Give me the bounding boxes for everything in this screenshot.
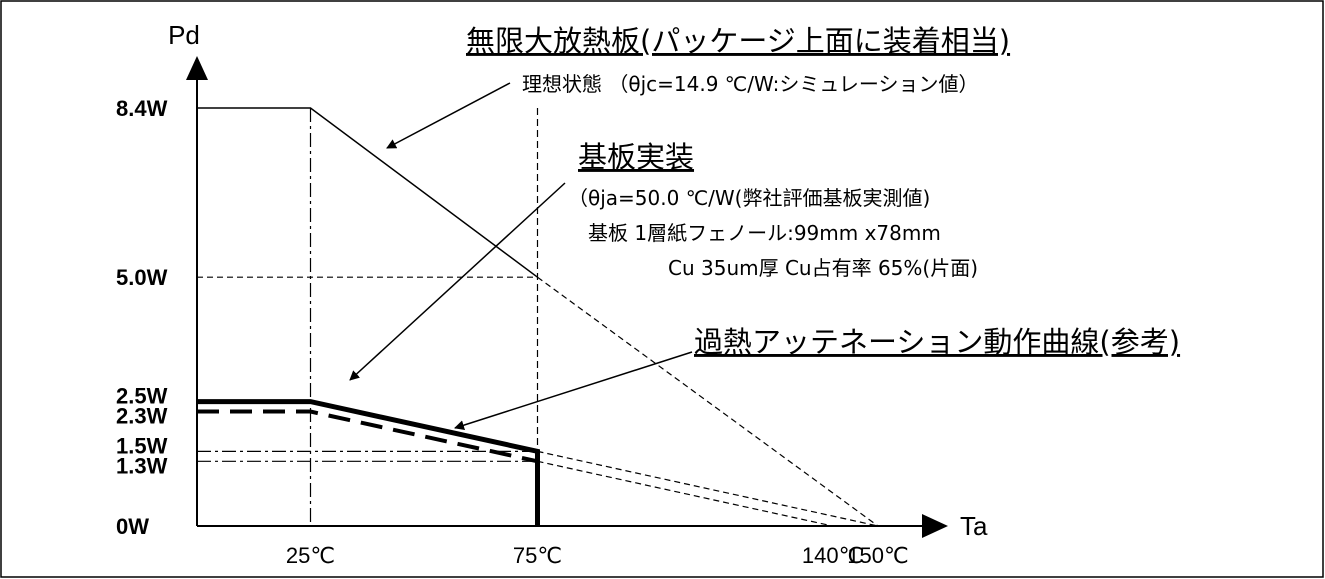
y-axis-arrow-icon <box>186 56 208 80</box>
y-axis-title: Pd <box>168 20 200 50</box>
x-tick-label: 25℃ <box>286 543 335 568</box>
y-tick-label: 0W <box>116 514 149 539</box>
arrow-board <box>349 182 566 381</box>
series-line-2 <box>197 409 538 464</box>
y-tick-label: 1.3W <box>116 453 168 478</box>
arrow-heatsink <box>386 82 511 149</box>
y-tick-label: 1.5W <box>116 433 168 458</box>
series-line-1 <box>197 399 540 526</box>
board-title: 基板実装 <box>578 140 694 174</box>
callout-arrows <box>349 82 693 431</box>
y-tick-label: 2.5W <box>116 384 168 409</box>
x-tick-label: 140℃ <box>802 543 863 568</box>
heatsink-title: 無限大放熱板(パッケージ上面に装着相当) <box>466 24 1010 58</box>
reference-lines <box>197 108 539 526</box>
y-tick-label: 8.4W <box>116 96 168 121</box>
x-tick-label: 75℃ <box>513 543 562 568</box>
series-extension-1 <box>537 450 879 527</box>
attenuation-title: 過熱アッテネーション動作曲線(参考) <box>694 325 1180 359</box>
board-note-1: （θja=50.0 ℃/W(弊社評価基板実測値) <box>568 186 930 210</box>
board-note-2: 基板 1層紙フェノール:99mm x78mm <box>588 221 941 245</box>
series-extension-2 <box>537 460 833 527</box>
x-axis-title: Ta <box>960 511 988 541</box>
arrow-attenuation <box>454 351 693 431</box>
series-lines <box>197 107 879 527</box>
series-line-0 <box>197 107 538 278</box>
series-extension-0 <box>537 276 879 527</box>
y-tick-label: 5.0W <box>116 265 168 290</box>
x-tick-label: 150℃ <box>847 543 908 568</box>
heatsink-note: 理想状態 （θjc=14.9 ℃/W:シミュレーション値） <box>522 72 979 96</box>
x-axis-arrow-icon <box>922 514 948 538</box>
y-tick-label: 2.3W <box>116 404 168 429</box>
board-note-3: Cu 35um厚 Cu占有率 65%(片面) <box>668 256 978 280</box>
